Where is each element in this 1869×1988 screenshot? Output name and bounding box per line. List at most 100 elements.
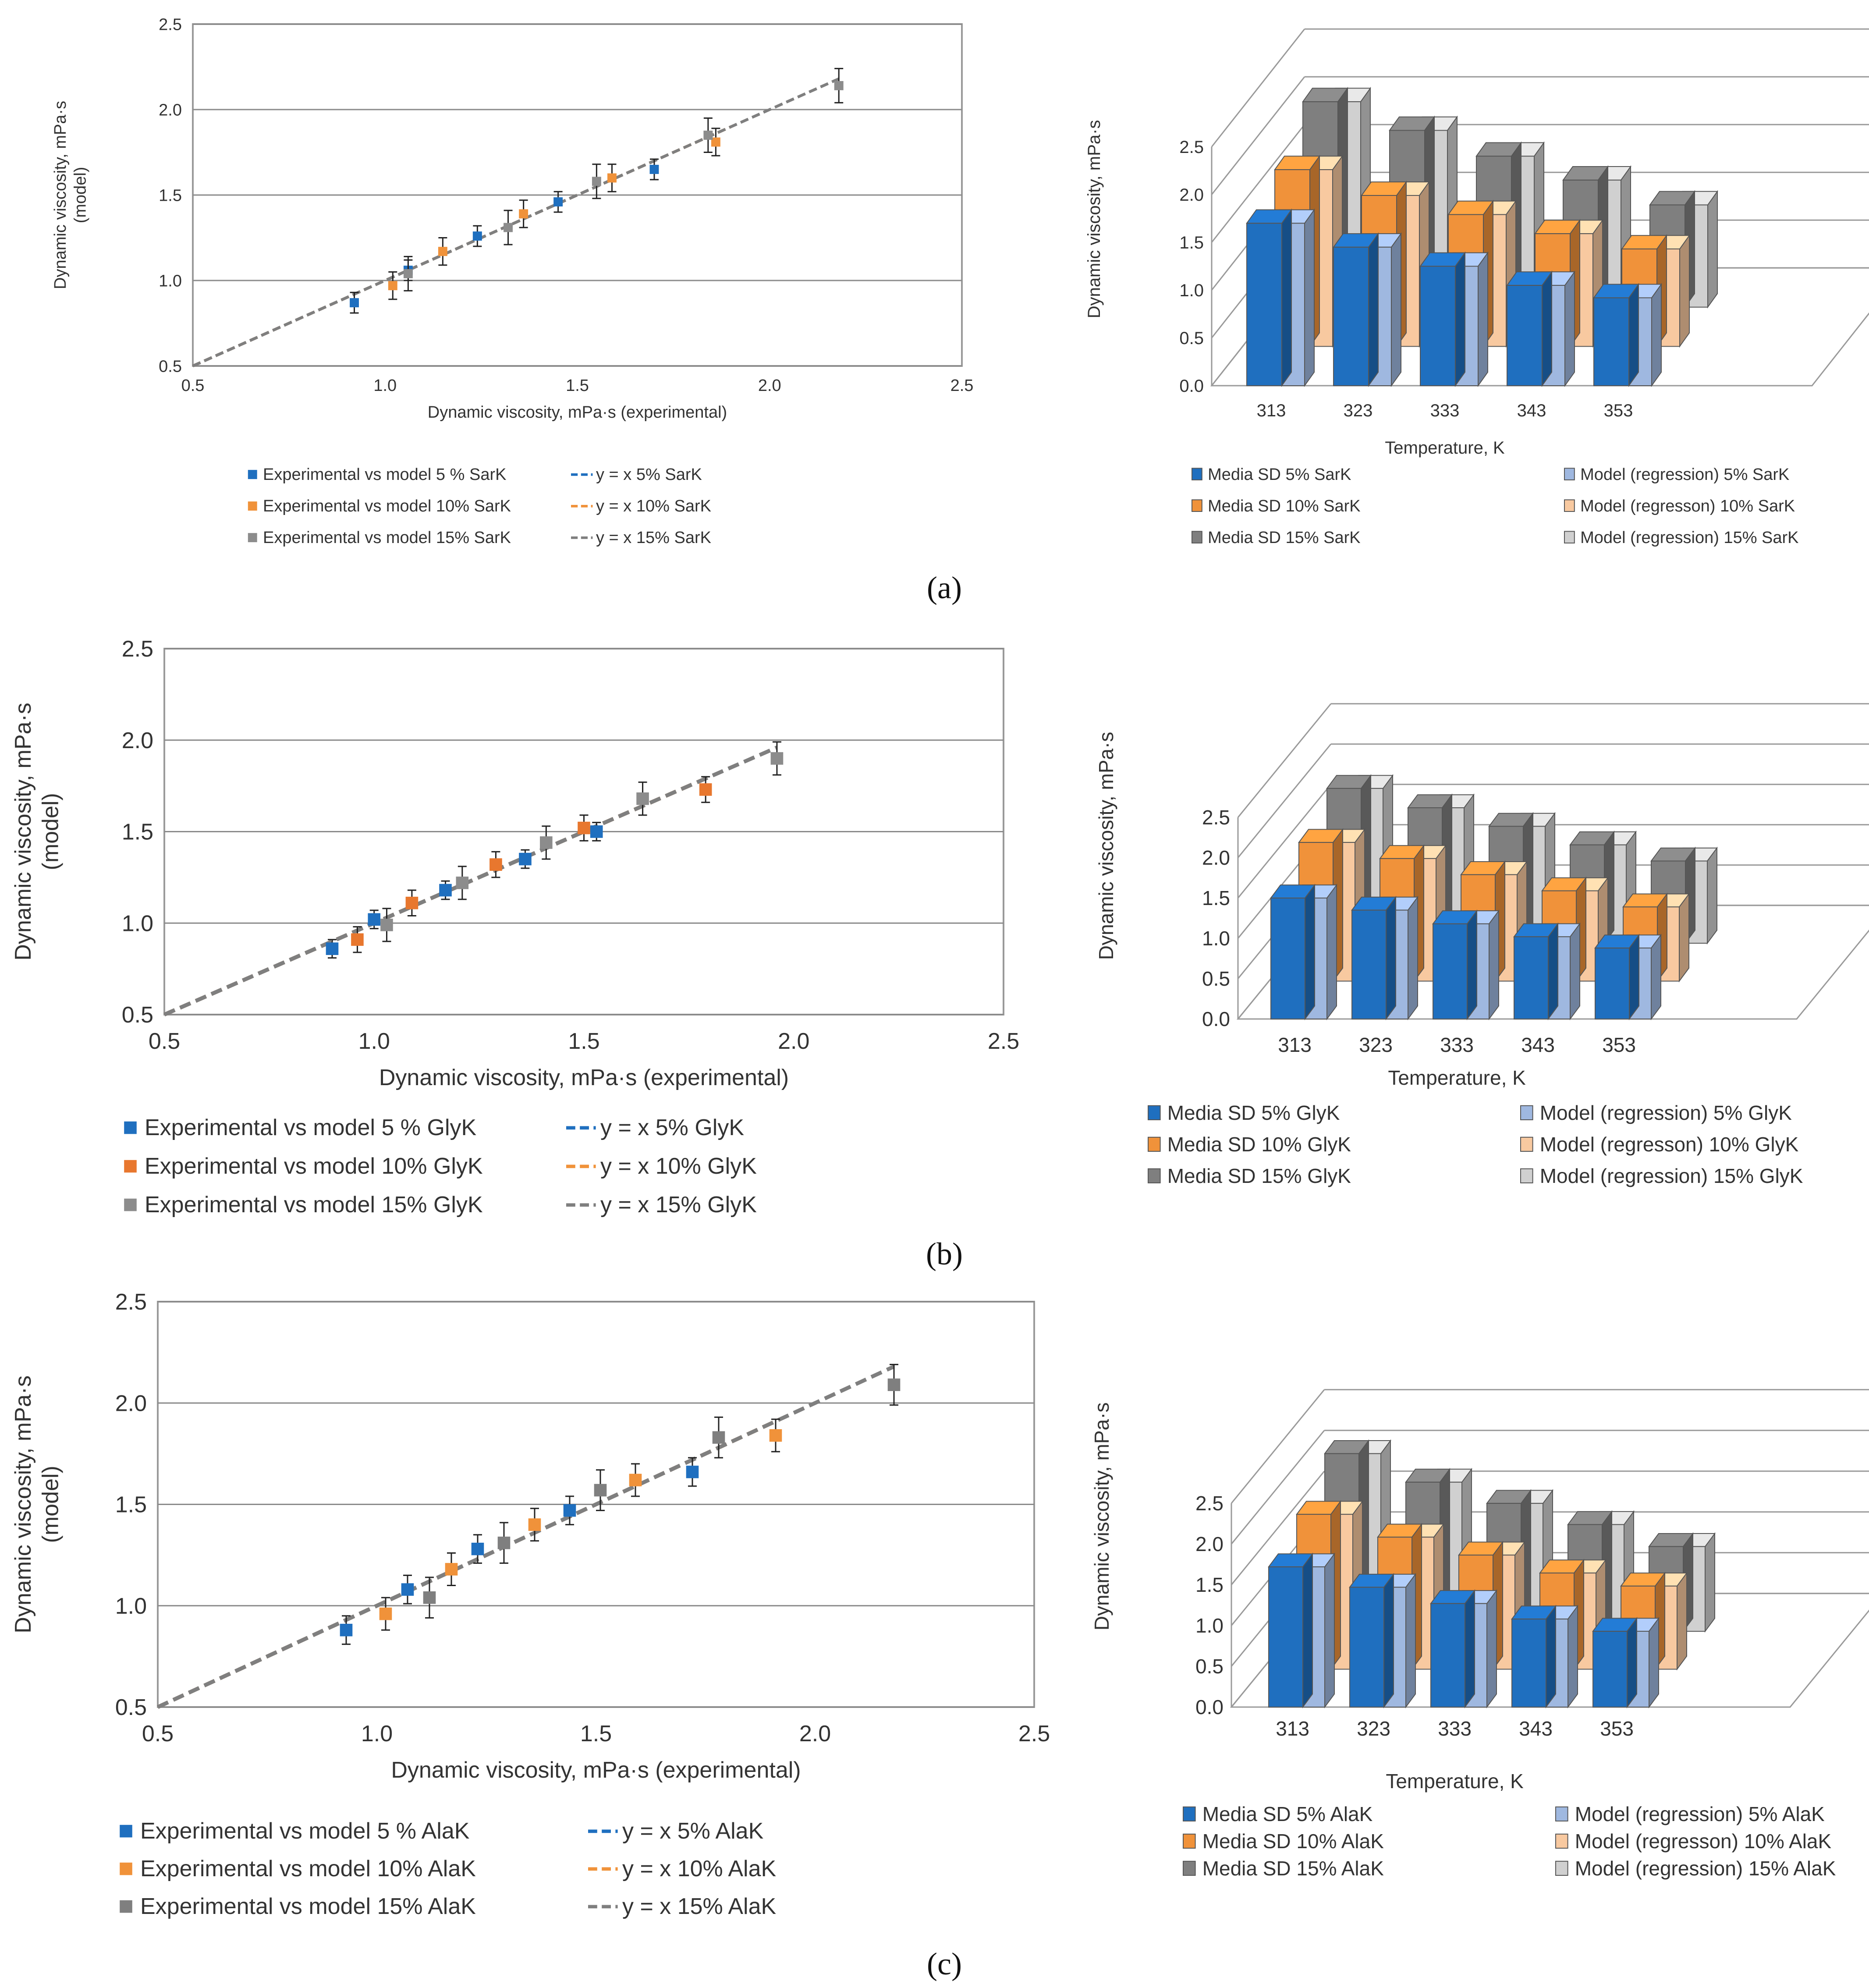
bar-side — [1651, 934, 1661, 1021]
data-point — [456, 877, 469, 889]
legend-label: Experimental vs model 5 % SarK — [263, 465, 506, 484]
y-axis-label: Dynamic viscosity, mPa·s(model) — [11, 1375, 63, 1633]
data-point — [887, 1378, 901, 1391]
bar — [1268, 1566, 1303, 1708]
legend-marker — [1564, 531, 1575, 544]
x-tick-label: 2.0 — [758, 376, 781, 395]
legend-marker — [120, 1900, 132, 1913]
data-point — [350, 298, 359, 308]
legend-label: y = x 5% SarK — [596, 465, 702, 484]
x-tick-label: 313 — [1257, 401, 1286, 420]
bar-side — [1383, 1573, 1394, 1709]
y-tick-label: 2.0 — [1179, 185, 1204, 205]
legend-label: Media SD 10% AlaK — [1202, 1830, 1384, 1853]
y-tick-label: 2.5 — [1179, 138, 1204, 157]
legend-marker — [1520, 1136, 1533, 1152]
bar-side — [1305, 884, 1315, 1021]
bar — [1420, 266, 1456, 386]
legend-marker — [248, 533, 257, 543]
legend-label: Experimental vs model 15% GlyK — [145, 1192, 483, 1218]
bar-side — [1455, 251, 1465, 387]
y-axis-label-line: (model) — [71, 167, 90, 224]
data-point — [711, 137, 720, 147]
y-axis-label: Dynamic viscosity, mPa·s — [1090, 1402, 1113, 1631]
legend-label: y = x 10% AlaK — [622, 1856, 777, 1882]
legend-label: Experimental vs model 5 % AlaK — [140, 1818, 470, 1844]
panel-label: (c) — [927, 1946, 962, 1981]
bar-side — [1467, 909, 1477, 1021]
data-point — [438, 247, 447, 256]
x-tick-label: 333 — [1438, 1717, 1472, 1740]
bar-side — [1302, 1552, 1313, 1709]
bar-side — [1548, 922, 1558, 1021]
legend-marker — [1564, 499, 1575, 512]
x-tick-label: 1.5 — [566, 376, 589, 395]
y-tick-label: 1.5 — [1179, 233, 1204, 252]
x-tick-label: 323 — [1359, 1033, 1393, 1056]
y-tick-label: 0.5 — [122, 1002, 153, 1028]
data-point — [594, 1484, 607, 1497]
bar3d-chart-1: 0.0 0.5 1.0 1.5 2.0 2.5 313 323 333 343 353 Tempera… — [1095, 703, 1869, 1187]
wall-gridline — [1231, 1389, 1325, 1504]
y-tick-label: 0.0 — [1179, 376, 1204, 396]
bar-side — [1570, 922, 1580, 1021]
bar-side — [1628, 283, 1639, 387]
legend-label: Media SD 5% SarK — [1208, 465, 1351, 484]
x-tick-label: 323 — [1344, 401, 1373, 420]
legend-marker — [248, 470, 257, 479]
y-tick-label: 2.5 — [159, 15, 182, 34]
legend-label: y = x 15% GlyK — [600, 1192, 757, 1218]
data-point — [686, 1466, 699, 1478]
data-point — [528, 1518, 541, 1531]
legend-marker — [1520, 1105, 1533, 1121]
legend-label: Media SD 15% GlyK — [1167, 1164, 1351, 1187]
data-point — [380, 919, 393, 931]
x-tick-label: 313 — [1276, 1717, 1309, 1740]
legend-label: Media SD 15% AlaK — [1202, 1857, 1384, 1880]
bar — [1593, 297, 1629, 386]
bar-side — [1679, 234, 1690, 348]
legend-label: Experimental vs model 5 % GlyK — [145, 1115, 476, 1140]
legend-label: y = x 10% SarK — [596, 497, 711, 515]
legend-marker — [1148, 1105, 1161, 1121]
bar-side — [1368, 232, 1379, 387]
bar — [1349, 1587, 1384, 1708]
x-tick-label: 1.5 — [580, 1721, 612, 1747]
x-axis-label: Temperature, K — [1386, 1770, 1524, 1793]
y-tick-label: 2.0 — [1195, 1533, 1224, 1555]
y-tick-label: 1.5 — [115, 1492, 147, 1518]
y-axis-label-line: Dynamic viscosity, mPa·s — [11, 1375, 36, 1633]
y-tick-label: 1.0 — [115, 1594, 147, 1619]
legend-marker — [1183, 1833, 1196, 1849]
y-tick-label: 1.0 — [1195, 1614, 1224, 1637]
legend-label: y = x 5% AlaK — [622, 1818, 764, 1844]
legend-label: y = x 15% AlaK — [622, 1894, 777, 1919]
data-point — [519, 209, 528, 219]
x-tick-label: 0.5 — [149, 1029, 180, 1054]
y-tick-label: 0.5 — [1179, 329, 1204, 348]
legend-label: Media SD 10% SarK — [1208, 497, 1361, 515]
data-point — [388, 281, 397, 291]
y-axis-label-line: Dynamic viscosity, mPa·s — [11, 703, 36, 960]
y-tick-label: 1.5 — [1195, 1573, 1224, 1596]
y-tick-label: 1.0 — [1202, 927, 1230, 950]
bar-side — [1651, 283, 1662, 387]
bar-side — [1281, 208, 1292, 387]
bar-side — [1486, 1589, 1497, 1709]
data-point — [439, 884, 452, 897]
data-point — [699, 783, 712, 796]
legend-marker — [1555, 1833, 1568, 1849]
data-point — [553, 197, 563, 207]
data-point — [590, 825, 603, 838]
legend-label: Model (regression) 15% SarK — [1580, 529, 1798, 547]
x-tick-label: 0.5 — [142, 1721, 174, 1747]
x-tick-label: 1.0 — [373, 376, 397, 395]
y-tick-label: 1.0 — [122, 911, 153, 936]
y-axis-label-line: Dynamic viscosity, mPa·s — [51, 101, 70, 289]
x-tick-label: 323 — [1357, 1717, 1390, 1740]
legend-marker — [1192, 468, 1202, 481]
data-point — [563, 1504, 576, 1517]
legend-marker — [248, 501, 257, 511]
wall-gridline — [1211, 124, 1305, 243]
bar-side — [1465, 1589, 1475, 1709]
